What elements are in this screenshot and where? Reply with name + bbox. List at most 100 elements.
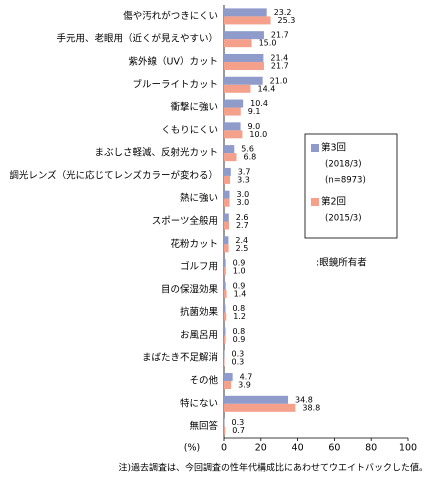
bar bbox=[224, 267, 226, 276]
legend-detail: (2018/3) bbox=[325, 160, 362, 170]
bar bbox=[224, 281, 226, 290]
x-tick-label: 80 bbox=[365, 443, 377, 454]
value-label: 0.9 bbox=[233, 259, 246, 268]
x-tick-label: 40 bbox=[292, 443, 304, 454]
x-tick-label: 20 bbox=[255, 443, 267, 454]
value-label: 3.7 bbox=[238, 167, 251, 176]
value-label: 3.0 bbox=[237, 198, 250, 207]
footnote: 注)過去調査は、今回調査の性年代構成比にあわせてウエイトバックした値。 bbox=[118, 462, 428, 474]
legend-label: 第3回 bbox=[321, 142, 346, 154]
bar bbox=[224, 76, 263, 85]
value-label: 2.6 bbox=[236, 213, 249, 222]
bar bbox=[224, 8, 267, 17]
bar bbox=[224, 53, 264, 62]
x-tick-label: 0 bbox=[221, 443, 227, 454]
note: :眼鏡所有者 bbox=[316, 257, 367, 269]
value-label: 38.8 bbox=[302, 403, 320, 412]
y-tick-label: 花粉カット bbox=[170, 238, 218, 250]
value-label: 6.8 bbox=[244, 153, 257, 162]
value-label: 0.8 bbox=[232, 327, 245, 336]
value-label: 0.3 bbox=[232, 418, 245, 427]
bar bbox=[224, 350, 225, 359]
bar bbox=[224, 358, 225, 367]
bar bbox=[224, 175, 231, 184]
bar bbox=[224, 61, 264, 70]
value-label: 3.3 bbox=[237, 175, 250, 184]
value-label: 14.4 bbox=[257, 84, 275, 93]
y-tick-label: 目の保湿効果 bbox=[161, 283, 219, 295]
bar bbox=[224, 335, 226, 344]
bar bbox=[224, 213, 229, 222]
bar bbox=[224, 403, 296, 412]
value-label: 0.3 bbox=[232, 350, 245, 359]
value-label: 21.7 bbox=[271, 31, 289, 40]
bar bbox=[224, 221, 229, 230]
x-unit: (%) bbox=[184, 443, 200, 454]
value-label: 0.3 bbox=[232, 358, 245, 367]
bar bbox=[224, 304, 226, 313]
y-tick-label: まばたき不足解消 bbox=[142, 352, 218, 364]
legend-swatch bbox=[311, 144, 319, 152]
bar bbox=[224, 16, 271, 25]
value-label: 4.7 bbox=[240, 373, 253, 382]
value-label: 34.8 bbox=[295, 395, 313, 404]
y-tick-label: 抗菌効果 bbox=[180, 306, 219, 318]
legend-detail: (n=8973) bbox=[325, 176, 366, 186]
value-label: 21.0 bbox=[270, 76, 288, 85]
value-label: 0.7 bbox=[232, 426, 245, 435]
bar bbox=[224, 198, 230, 207]
value-label: 2.7 bbox=[236, 221, 249, 230]
bar bbox=[224, 99, 244, 108]
value-label: 2.5 bbox=[236, 244, 249, 253]
bar bbox=[224, 426, 226, 435]
y-tick-label: ブルーライトカット bbox=[132, 78, 218, 90]
value-label: 3.9 bbox=[238, 381, 251, 390]
bar bbox=[224, 259, 226, 268]
value-label: 10.0 bbox=[249, 130, 267, 139]
value-label: 0.9 bbox=[233, 281, 246, 290]
y-tick-label: ゴルフ用 bbox=[180, 261, 218, 273]
value-label: 10.4 bbox=[250, 99, 268, 108]
value-label: 0.8 bbox=[232, 304, 245, 313]
value-label: 1.0 bbox=[233, 267, 246, 276]
bar bbox=[224, 395, 289, 404]
bar bbox=[224, 145, 235, 154]
x-tick-label: 100 bbox=[399, 443, 417, 454]
value-label: 9.0 bbox=[248, 122, 261, 131]
bar bbox=[224, 381, 232, 390]
value-label: 3.0 bbox=[237, 190, 250, 199]
value-label: 5.6 bbox=[241, 145, 254, 154]
value-label: 21.4 bbox=[270, 53, 288, 62]
y-tick-label: 特にない bbox=[180, 397, 218, 409]
value-label: 0.9 bbox=[233, 335, 246, 344]
y-tick-label: 紫外線（UV）カット bbox=[129, 55, 218, 67]
y-tick-label: 無回答 bbox=[189, 420, 218, 432]
bar bbox=[224, 39, 252, 48]
value-label: 25.3 bbox=[278, 16, 296, 25]
bar bbox=[224, 236, 229, 245]
value-label: 1.2 bbox=[233, 312, 246, 321]
value-label: 23.2 bbox=[274, 8, 292, 17]
value-label: 1.4 bbox=[234, 289, 247, 298]
bar bbox=[224, 31, 264, 40]
bar bbox=[224, 167, 231, 176]
y-tick-label: 調光レンズ（光に応じてレンズカラーが変わる） bbox=[9, 169, 218, 181]
y-tick-label: 手元用、老眼用（近くが見えやすい） bbox=[56, 33, 218, 45]
bar bbox=[224, 122, 241, 131]
legend-swatch bbox=[311, 198, 319, 206]
bar bbox=[224, 312, 227, 321]
bar bbox=[224, 289, 227, 298]
x-tick-label: 60 bbox=[328, 443, 340, 454]
legend-box bbox=[304, 133, 398, 239]
bar bbox=[224, 130, 243, 139]
value-label: 21.7 bbox=[271, 61, 289, 70]
bar bbox=[224, 190, 230, 199]
bar bbox=[224, 244, 229, 253]
y-tick-label: その他 bbox=[189, 375, 218, 387]
bar bbox=[224, 153, 237, 162]
bar bbox=[224, 107, 241, 116]
y-tick-label: くもりにくい bbox=[161, 125, 218, 136]
bar bbox=[224, 84, 251, 93]
y-tick-label: スポーツ全般用 bbox=[152, 215, 218, 227]
